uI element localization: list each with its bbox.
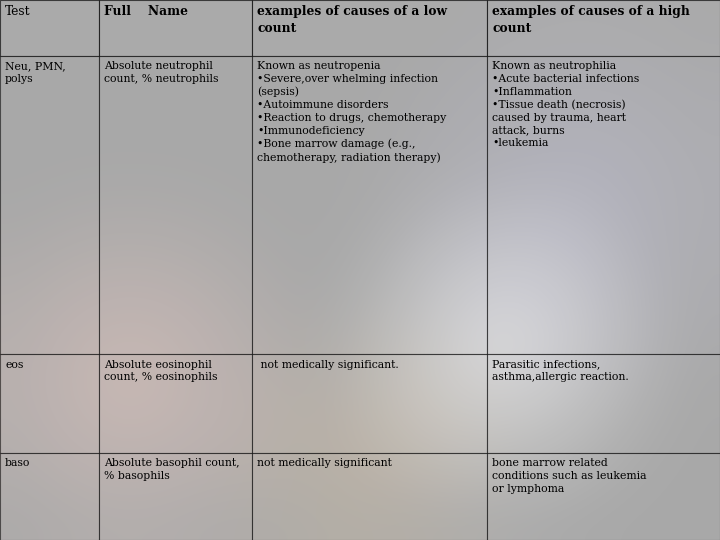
Text: not medically significant.: not medically significant. <box>257 360 399 370</box>
Bar <box>99 354 252 453</box>
Bar <box>487 56 720 354</box>
Bar <box>487 354 720 453</box>
Text: eos: eos <box>5 360 24 370</box>
Text: examples of causes of a low
count: examples of causes of a low count <box>257 5 447 35</box>
Bar <box>99 56 252 354</box>
Text: Neu, PMN,
polys: Neu, PMN, polys <box>5 61 66 84</box>
Bar <box>487 0 720 56</box>
Bar <box>487 453 720 540</box>
Text: Parasitic infections,
asthma,allergic reaction.: Parasitic infections, asthma,allergic re… <box>492 360 629 382</box>
Bar <box>252 354 487 453</box>
Text: baso: baso <box>5 458 30 469</box>
Bar <box>0 56 99 354</box>
Bar <box>99 453 252 540</box>
Text: not medically significant: not medically significant <box>257 458 392 469</box>
Bar <box>252 453 487 540</box>
Bar <box>0 0 99 56</box>
Text: Full    Name: Full Name <box>104 5 189 18</box>
Bar <box>252 56 487 354</box>
Text: Absolute eosinophil
count, % eosinophils: Absolute eosinophil count, % eosinophils <box>104 360 218 382</box>
Text: Absolute neutrophil
count, % neutrophils: Absolute neutrophil count, % neutrophils <box>104 61 219 84</box>
Bar <box>0 453 99 540</box>
Bar <box>0 354 99 453</box>
Bar <box>99 0 252 56</box>
Text: Known as neutropenia
•Severe,over whelming infection
(sepsis)
•Autoimmune disord: Known as neutropenia •Severe,over whelmi… <box>257 61 446 163</box>
Text: Absolute basophil count,
% basophils: Absolute basophil count, % basophils <box>104 458 240 481</box>
Text: examples of causes of a high
count: examples of causes of a high count <box>492 5 690 35</box>
Text: Known as neutrophilia
•Acute bacterial infections
•Inflammation
•Tissue death (n: Known as neutrophilia •Acute bacterial i… <box>492 61 640 149</box>
Bar <box>252 0 487 56</box>
Text: Test: Test <box>5 5 31 18</box>
Text: bone marrow related
conditions such as leukemia
or lymphoma: bone marrow related conditions such as l… <box>492 458 647 494</box>
